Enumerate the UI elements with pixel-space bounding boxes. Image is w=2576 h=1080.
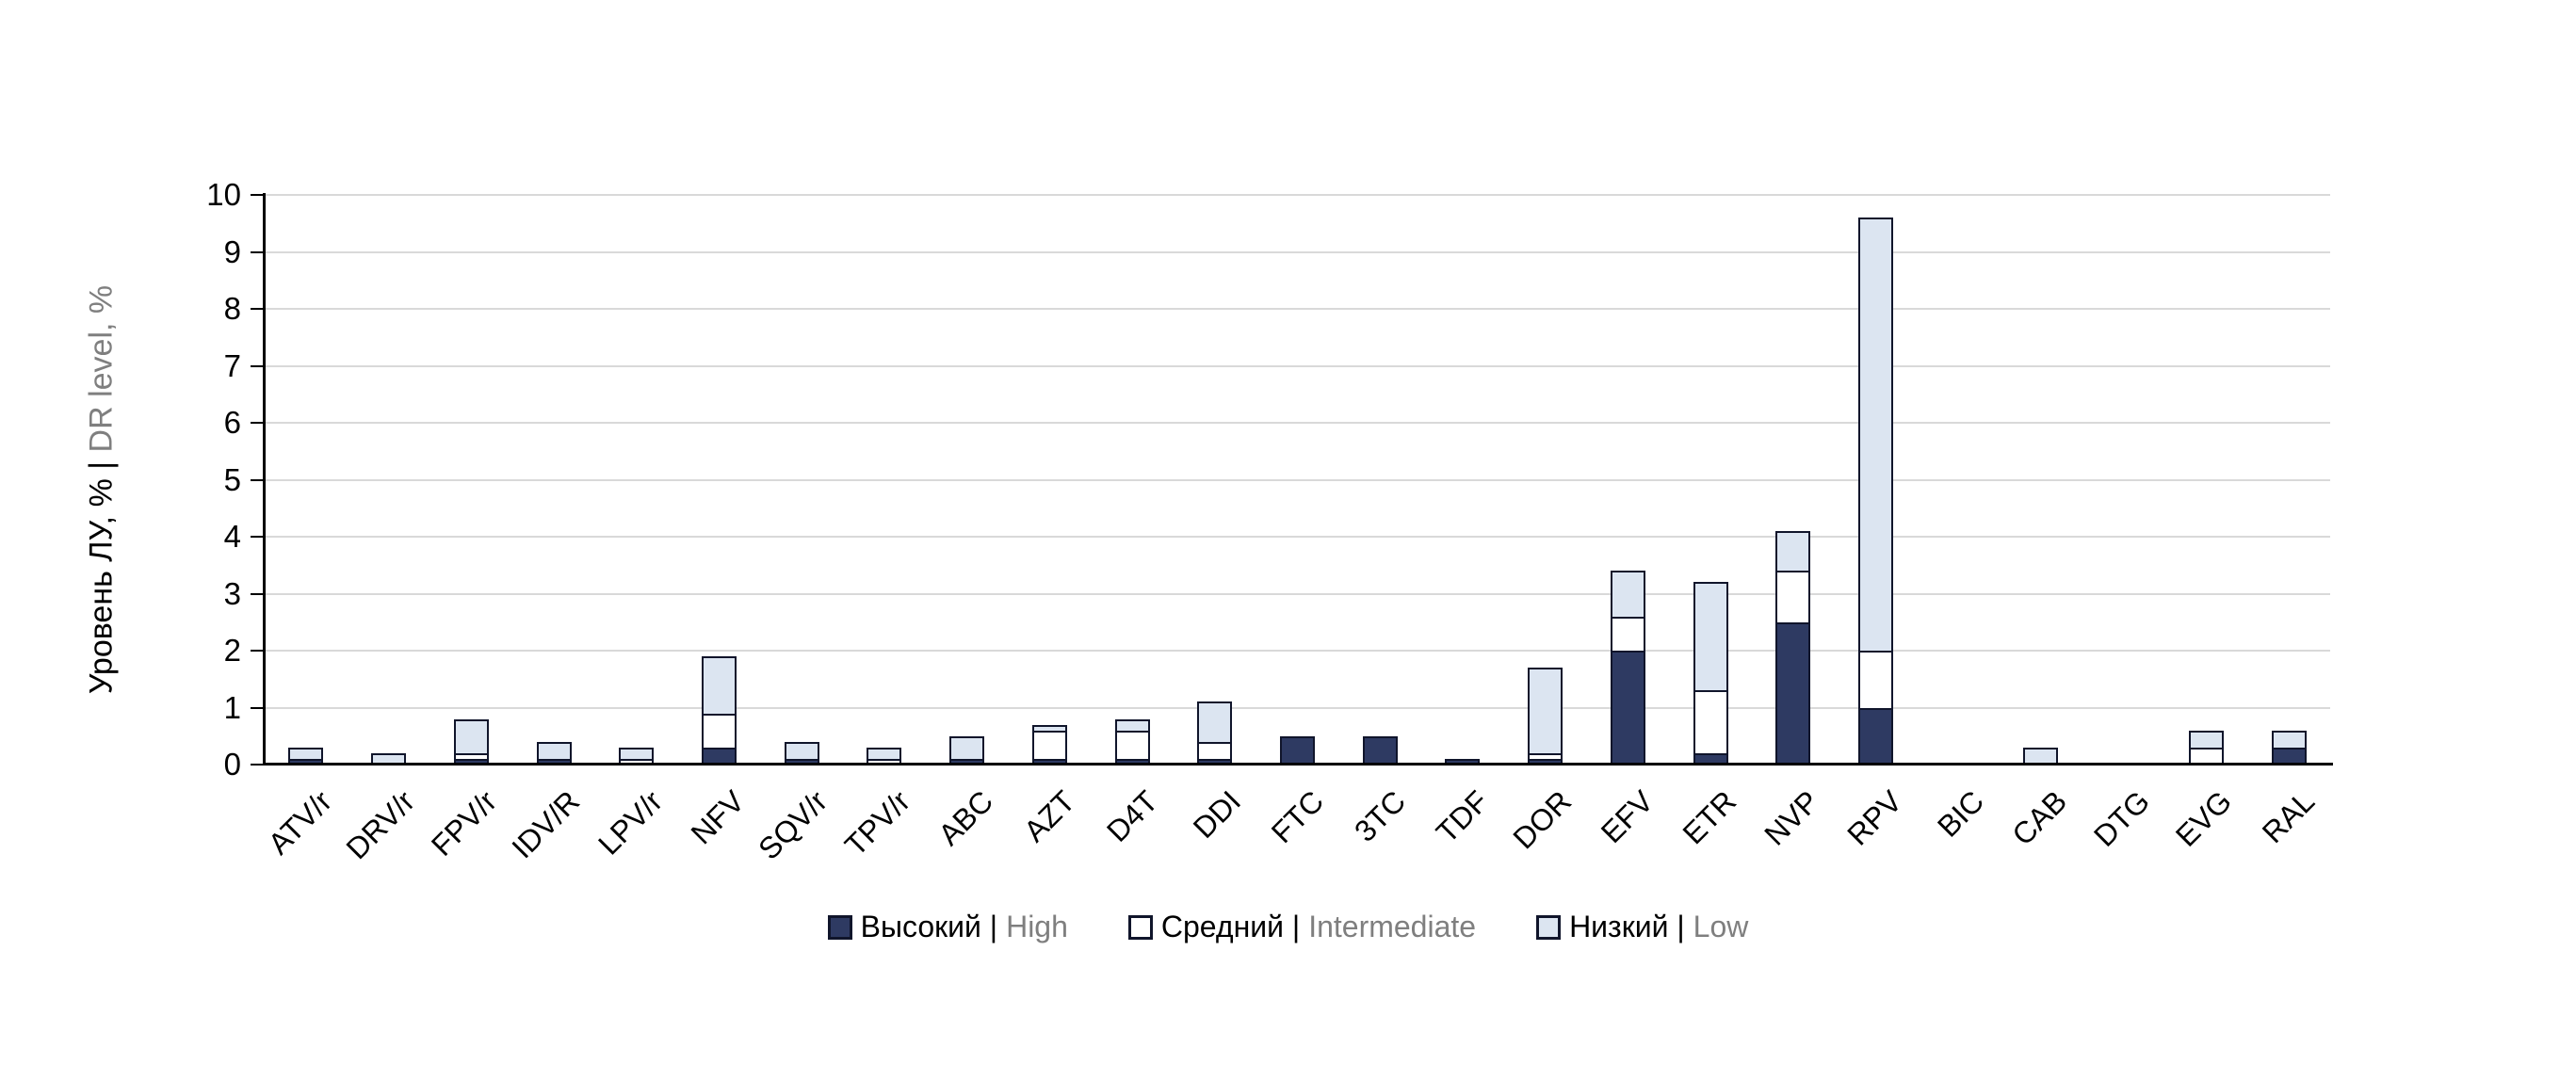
bar-segment-low-IDV/R: [536, 741, 572, 761]
bar-segment-low-RPV: [1858, 218, 1894, 653]
y-tick-2: [251, 650, 264, 652]
bar-segment-low-RAL: [2271, 730, 2307, 750]
bar-segment-low-NVP: [1775, 530, 1811, 573]
bar-segment-low-NFV: [701, 656, 737, 716]
y-tick-4: [251, 536, 264, 538]
gridline-6: [265, 422, 2330, 424]
y-tick-6: [251, 422, 264, 424]
bar-segment-low-ATV/r: [288, 747, 324, 761]
legend-label-ru-high: Высокий |: [860, 910, 998, 943]
y-tick-label-9: 9: [223, 234, 241, 269]
bar-segment-low-LPV/r: [619, 747, 655, 761]
bar-segment-high-RPV: [1858, 707, 1894, 765]
bar-segment-intermediate-NVP: [1775, 571, 1811, 624]
y-tick-label-7: 7: [223, 347, 241, 383]
y-tick-10: [251, 194, 264, 196]
gridline-10: [265, 194, 2330, 196]
legend-label-ru-low: Низкий |: [1569, 910, 1685, 943]
bar-segment-intermediate-NFV: [701, 713, 737, 750]
y-tick-1: [251, 706, 264, 709]
gridline-5: [265, 478, 2330, 481]
gridline-3: [265, 592, 2330, 595]
bar-segment-intermediate-ETR: [1693, 690, 1728, 755]
y-axis-line: [263, 193, 266, 766]
gridline-2: [265, 650, 2330, 652]
bar-segment-high-3TC: [1362, 735, 1398, 765]
gridline-1: [265, 706, 2330, 709]
y-tick-0: [251, 764, 264, 766]
bar-segment-low-ETR: [1693, 582, 1728, 693]
bar-segment-intermediate-D4T: [1114, 730, 1150, 761]
y-tick-label-3: 3: [223, 575, 241, 611]
y-tick-label-5: 5: [223, 461, 241, 497]
legend-swatch-low: [1536, 914, 1562, 940]
bar-segment-low-TPV/r: [867, 747, 902, 761]
bar-segment-low-FPV/r: [453, 718, 489, 755]
y-tick-label-8: 8: [223, 291, 241, 326]
y-tick-label-10: 10: [206, 177, 241, 212]
bar-segment-intermediate-EFV: [1610, 616, 1645, 653]
bar-segment-intermediate-DDI: [1197, 741, 1233, 761]
y-tick-label-6: 6: [223, 405, 241, 440]
gridline-9: [265, 250, 2330, 253]
legend-label-en-low: Low: [1693, 910, 1749, 943]
legend-item-low: Низкий | Low: [1536, 910, 1748, 944]
x-axis-line: [263, 763, 2333, 766]
bar-segment-low-EVG: [2188, 730, 2224, 750]
y-axis-title-english: [84, 452, 120, 460]
legend-item-high: Высокий | High: [827, 910, 1068, 944]
bar-segment-high-FTC: [1280, 735, 1315, 765]
gridline-4: [265, 536, 2330, 538]
bar-segment-intermediate-AZT: [1031, 730, 1067, 761]
y-tick-5: [251, 478, 264, 481]
bar-segment-low-EFV: [1610, 571, 1645, 619]
legend-label-en-intermediate: Intermediate: [1308, 910, 1477, 943]
bar-segment-low-SQV/r: [784, 741, 819, 761]
y-tick-8: [251, 308, 264, 310]
y-tick-7: [251, 364, 264, 367]
legend: Высокий | High Средний | Intermediate Низкий…: [0, 910, 2576, 944]
legend-label-ru-intermediate: Средний |: [1160, 910, 1301, 943]
bar-segment-high-NVP: [1775, 621, 1811, 765]
y-axis-title: Уровень ЛУ, % | DR level, %: [83, 284, 120, 695]
legend-label-en-high: High: [1006, 910, 1068, 943]
legend-swatch-high: [827, 914, 852, 940]
bar-segment-low-DOR: [1528, 668, 1563, 755]
gridline-8: [265, 308, 2330, 310]
bar-segment-high-EFV: [1610, 651, 1645, 765]
gridline-7: [265, 364, 2330, 367]
y-axis-title-russian: Уровень ЛУ, % |: [83, 460, 120, 695]
y-tick-3: [251, 592, 264, 595]
bar-segment-intermediate-RPV: [1858, 651, 1894, 710]
bar-segment-low-AZT: [1031, 724, 1067, 733]
y-tick-label-2: 2: [223, 633, 241, 668]
legend-swatch-intermediate: [1127, 914, 1153, 940]
legend-item-intermediate: Средний | Intermediate: [1127, 910, 1477, 944]
y-tick-9: [251, 250, 264, 253]
bar-segment-low-D4T: [1114, 718, 1150, 733]
bar-segment-low-DDI: [1197, 701, 1233, 744]
y-tick-label-0: 0: [223, 747, 241, 782]
bar-segment-low-ABC: [949, 735, 985, 761]
y-tick-label-1: 1: [223, 689, 241, 725]
y-tick-label-4: 4: [223, 519, 241, 554]
